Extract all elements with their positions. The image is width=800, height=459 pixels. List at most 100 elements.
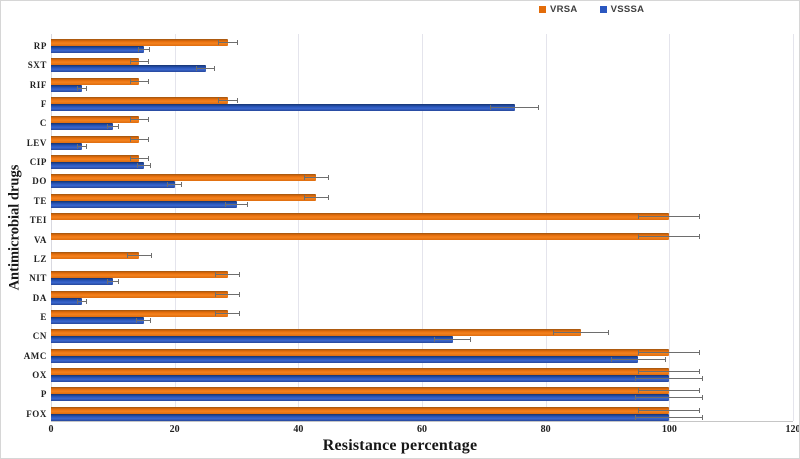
error-bar-vsssa-lev [76, 143, 87, 149]
y-tick-label-p: P [40, 389, 47, 400]
bar-vrsa-va [51, 232, 670, 240]
error-bar-vrsa-te [303, 194, 329, 200]
y-tick-label-cip: CIP [29, 157, 47, 168]
error-bar-vrsa-sxt [130, 59, 149, 65]
bar-vsssa-nit [51, 278, 113, 286]
y-tick-label-da: DA [32, 292, 47, 303]
bar-vrsa-da [51, 290, 228, 298]
y-tick-label-amc: AMC [23, 350, 47, 361]
bar-vrsa-cn [51, 329, 581, 337]
error-bar-vrsa-c [130, 117, 149, 123]
y-tick-label-fox: FOX [26, 408, 47, 419]
x-tick-label-120: 120 [785, 424, 800, 435]
gridline-0 [51, 34, 52, 421]
error-bar-vsssa-do [167, 182, 183, 188]
bar-vrsa-cip [51, 155, 140, 163]
error-bar-vsssa-da [76, 298, 87, 304]
bar-vsssa-e [51, 316, 144, 324]
bar-vrsa-p [51, 387, 670, 395]
bar-vsssa-fox [51, 413, 670, 421]
y-tick-label-va: VA [33, 234, 47, 245]
legend-label-vsssa: VSSSA [610, 4, 645, 15]
y-tick-label-rp: RP [33, 41, 47, 51]
error-bar-vsssa-c [106, 124, 119, 130]
bar-vrsa-e [51, 309, 228, 317]
bar-vrsa-f [51, 97, 228, 105]
error-bar-vrsa-nit [215, 272, 241, 278]
y-tick-label-nit: NIT [29, 273, 47, 284]
legend-item-vsssa: VSSSA [599, 4, 645, 15]
error-bar-vrsa-fox [638, 407, 701, 413]
bar-vsssa-do [51, 181, 175, 189]
bar-vrsa-amc [51, 348, 670, 356]
bar-vsssa-cip [51, 162, 144, 170]
vsssa-swatch-icon [599, 6, 607, 13]
error-bar-vrsa-do [303, 175, 329, 181]
y-tick-label-cn: CN [32, 331, 47, 342]
bar-vrsa-lev [51, 135, 140, 143]
bar-vsssa-rp [51, 46, 144, 53]
error-bar-vsssa-cn [434, 337, 472, 343]
error-bar-vsssa-fox [635, 414, 704, 420]
error-bar-vsssa-f [490, 105, 540, 111]
error-bar-vrsa-amc [638, 349, 701, 355]
x-tick-label-100: 100 [661, 424, 677, 435]
bar-vsssa-lev [51, 142, 82, 150]
error-bar-vrsa-tei [638, 214, 701, 220]
y-tick-label-do: DO [32, 176, 47, 187]
error-bar-vrsa-e [215, 310, 241, 316]
y-tick-label-te: TE [33, 195, 47, 206]
y-tick-label-lev: LEV [26, 137, 47, 148]
bar-vrsa-lz [51, 251, 140, 259]
bar-vrsa-rp [51, 39, 228, 46]
x-axis-line [51, 421, 793, 422]
y-tick-label-c: C [39, 118, 47, 129]
x-axis-title: Resistance percentage [322, 437, 478, 454]
error-bar-vrsa-cn [553, 330, 609, 336]
error-bar-vsssa-ox [635, 375, 704, 381]
error-bar-vrsa-cip [130, 156, 149, 162]
gridline-80 [545, 34, 547, 421]
bar-vrsa-ox [51, 367, 670, 375]
error-bar-vsssa-nit [106, 279, 119, 285]
error-bar-vrsa-rif [130, 78, 149, 84]
bar-vrsa-sxt [51, 58, 140, 66]
bar-vrsa-tei [51, 213, 670, 221]
error-bar-vsssa-te [225, 201, 248, 207]
bar-vsssa-te [51, 200, 237, 208]
x-tick-label-20: 20 [169, 424, 180, 435]
gridline-100 [669, 34, 671, 421]
x-tick-label-80: 80 [540, 424, 551, 435]
error-bar-vrsa-ox [638, 368, 701, 374]
bar-vsssa-rif [51, 84, 82, 92]
gridline-40 [298, 34, 300, 421]
error-bar-vsssa-amc [610, 356, 667, 362]
error-bar-vrsa-rp [217, 40, 238, 45]
error-bar-vsssa-rp [137, 47, 150, 52]
y-tick-label-ox: OX [32, 369, 47, 380]
x-tick-label-40: 40 [293, 424, 304, 435]
bar-vsssa-amc [51, 355, 639, 363]
legend-label-vrsa: VRSA [550, 4, 578, 15]
y-tick-label-tei: TEI [29, 215, 47, 226]
y-tick-label-e: E [40, 311, 47, 322]
bar-vrsa-fox [51, 406, 670, 414]
error-bar-vrsa-da [215, 291, 241, 297]
bar-vrsa-te [51, 193, 317, 201]
plot-area [51, 34, 794, 421]
gridline-20 [174, 34, 176, 421]
bar-vsssa-f [51, 104, 515, 112]
error-bar-vrsa-lev [130, 136, 149, 142]
error-bar-vrsa-p [638, 388, 701, 394]
legend-item-vrsa: VRSA [539, 4, 578, 15]
gridline-120 [793, 34, 794, 421]
y-tick-label-rif: RIF [29, 79, 47, 90]
gridline-60 [422, 34, 423, 421]
x-tick-label-60: 60 [417, 424, 427, 435]
error-bar-vrsa-va [638, 233, 701, 239]
error-bar-vsssa-cip [136, 163, 151, 169]
y-tick-label-sxt: SXT [27, 60, 47, 71]
vrsa-swatch-icon [539, 6, 546, 13]
error-bar-vrsa-lz [127, 252, 152, 258]
